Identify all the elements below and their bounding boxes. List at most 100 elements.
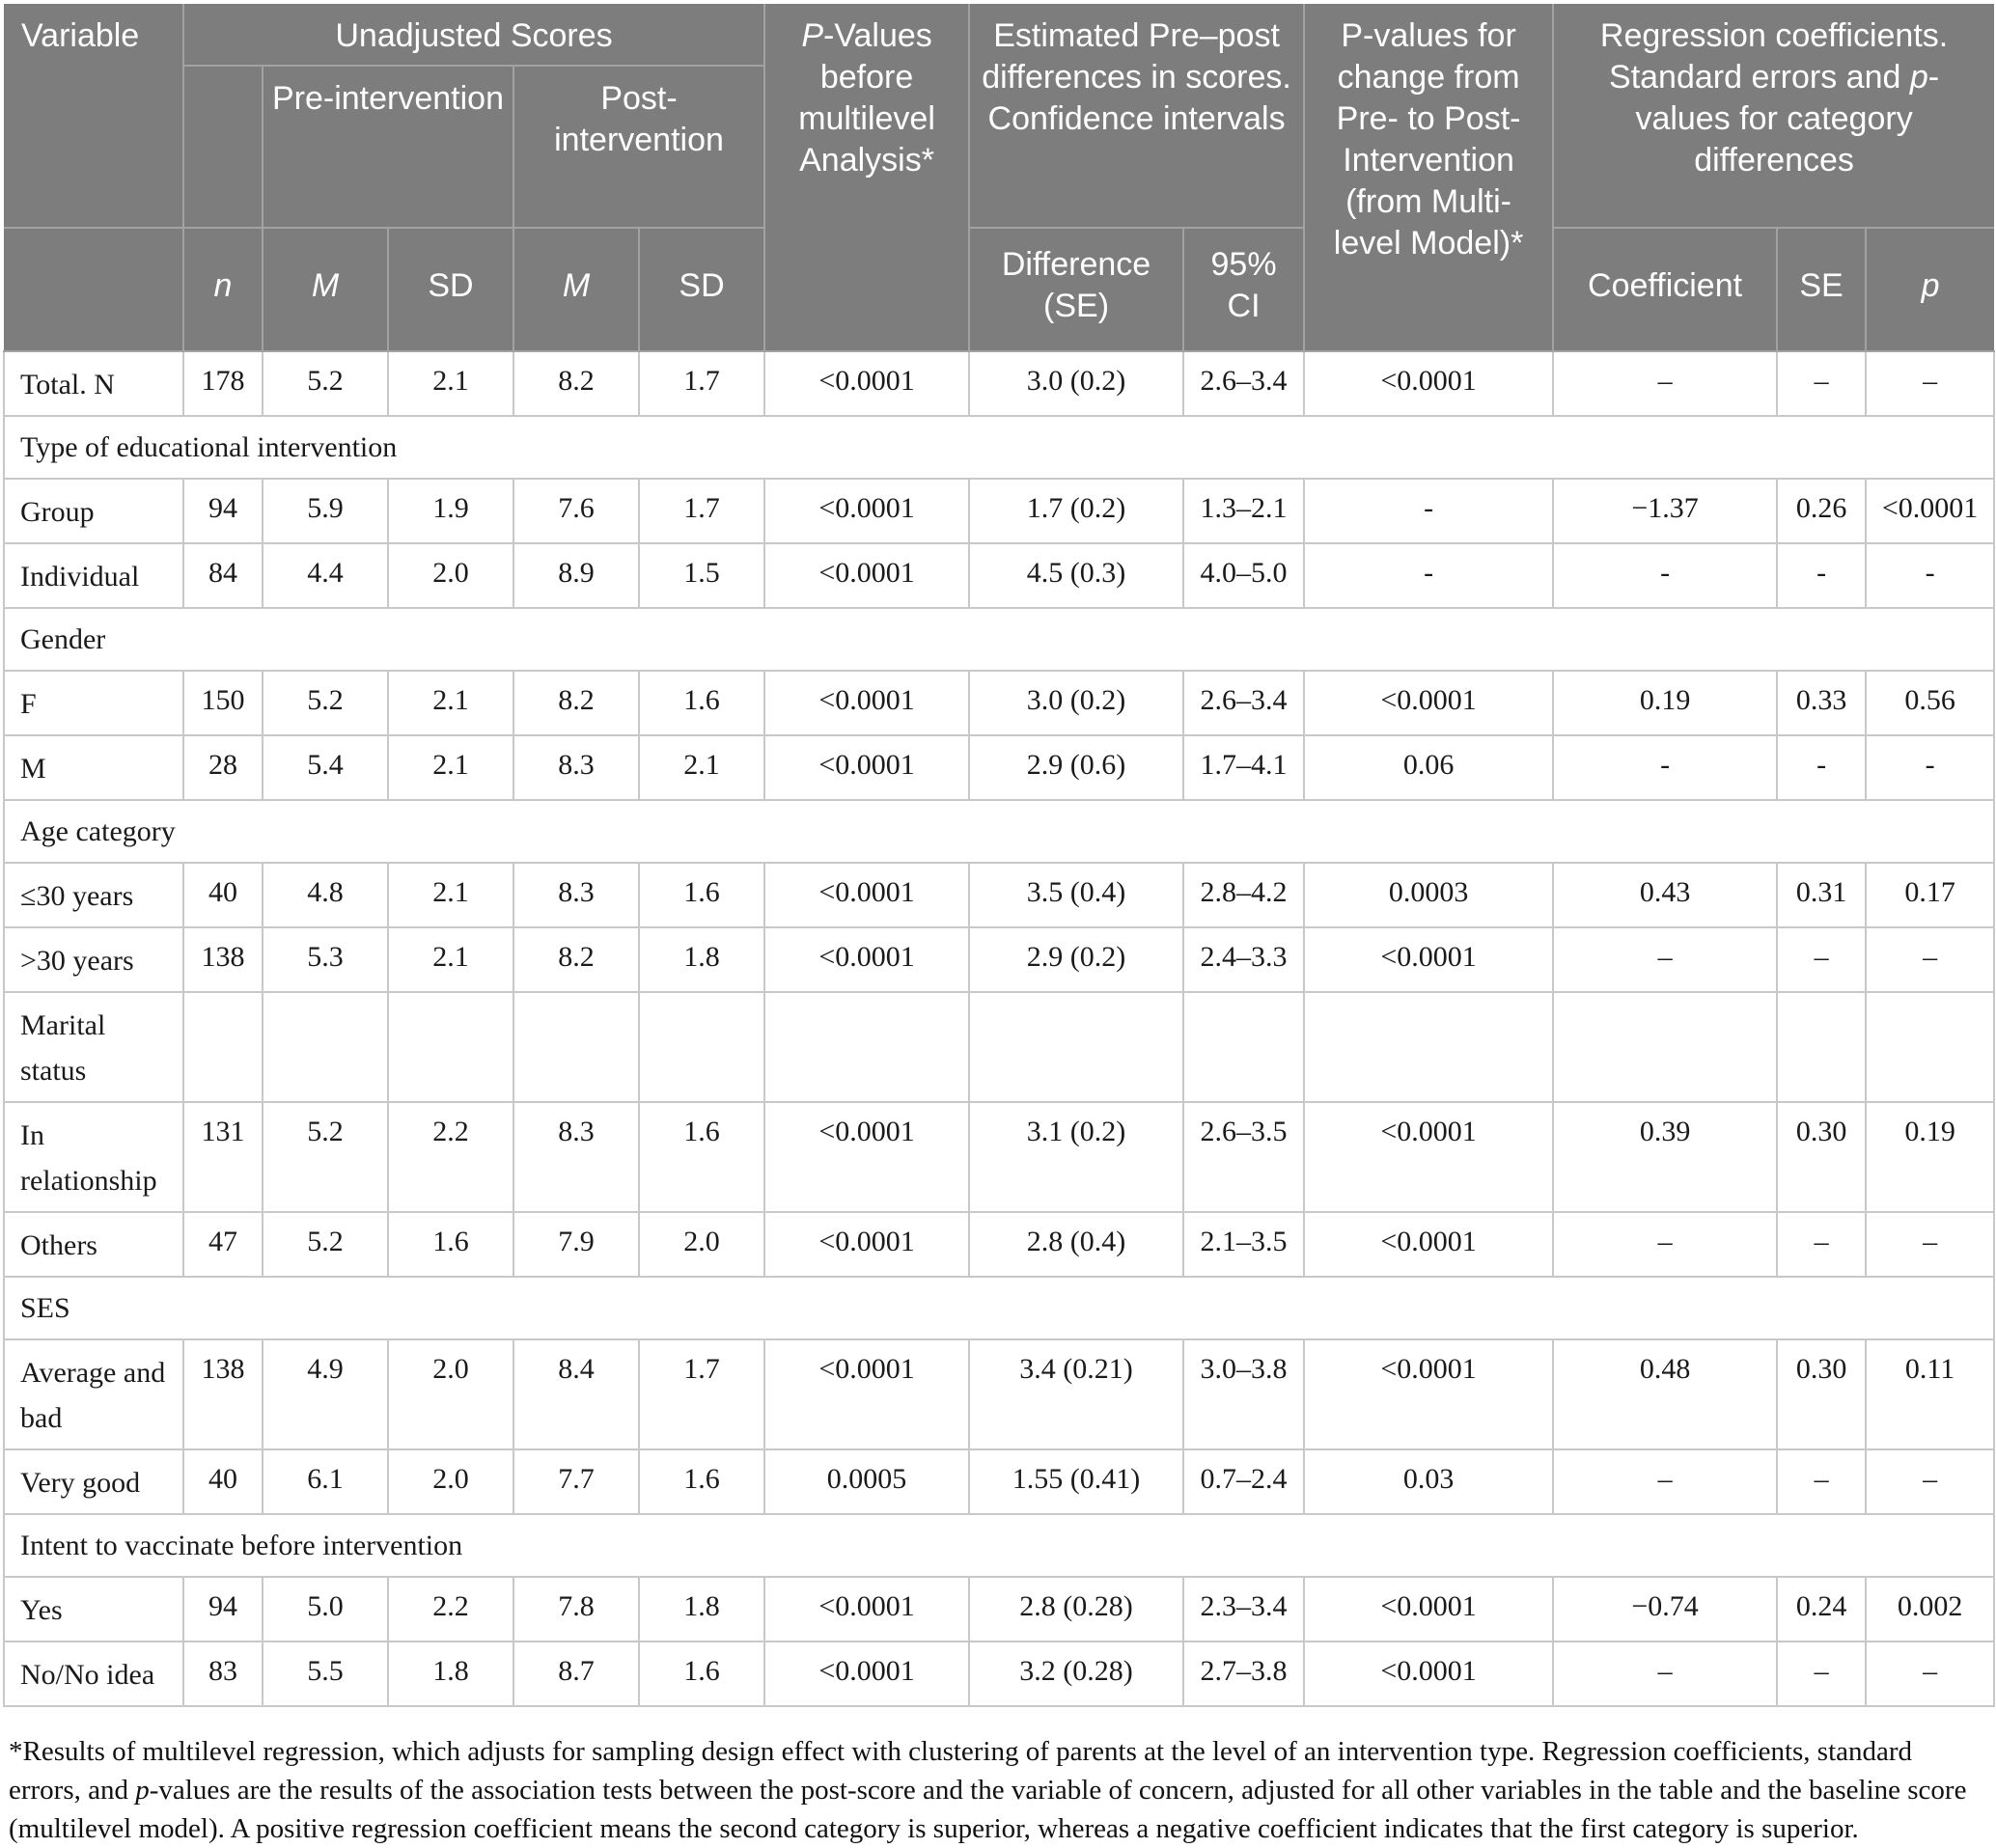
value-cell: 94 [182, 1576, 263, 1642]
value-cell: 2.1 [387, 734, 514, 801]
header-p-before-italic: P [801, 17, 823, 54]
value-cell: <0.0001 [763, 542, 971, 609]
value-cell: 40 [182, 862, 263, 928]
value-cell: <0.0001 [763, 670, 971, 736]
value-cell: - [1552, 734, 1779, 801]
value-cell: 2.9 (0.2) [968, 926, 1185, 993]
value-cell: <0.0001 [1303, 1338, 1555, 1450]
value-cell: 5.9 [262, 478, 389, 544]
header-n-spacer [182, 65, 263, 229]
value-cell: 1.8 [637, 926, 766, 993]
value-cell: 1.7–4.1 [1182, 734, 1306, 801]
value-cell: – [1776, 1448, 1868, 1515]
value-cell [1865, 991, 1996, 1103]
value-cell: <0.0001 [1865, 478, 1996, 544]
section-label: Age category [2, 799, 1996, 864]
footnote-p-italic: p [135, 1775, 150, 1806]
value-cell: 2.1 [387, 670, 514, 736]
value-cell: <0.0001 [763, 1211, 971, 1278]
header-post-intervention: Post-intervention [512, 65, 766, 229]
value-cell: 0.19 [1552, 670, 1779, 736]
row-label-cell: No/No idea [3, 1641, 184, 1707]
table-row: Very good 40 6.1 2.0 7.7 1.6 0.0005 1.55 (0.41)… [3, 1448, 1996, 1515]
value-cell: 47 [182, 1211, 263, 1278]
value-cell: 5.2 [262, 1101, 389, 1213]
value-cell: 5.0 [262, 1576, 389, 1642]
value-cell: 4.9 [262, 1338, 389, 1450]
value-cell: 7.8 [513, 1576, 640, 1642]
value-cell: 2.3–3.4 [1182, 1576, 1306, 1642]
value-cell: – [1865, 1641, 1996, 1707]
value-cell: – [1776, 1211, 1868, 1278]
value-cell: 5.5 [262, 1641, 389, 1707]
section-row: SES [2, 1276, 1996, 1340]
row-label-cell: In relationship [3, 1101, 184, 1213]
value-cell: - [1865, 542, 1996, 609]
header-se: SE [1776, 227, 1868, 352]
header-unadjusted-scores: Unadjusted Scores [181, 4, 766, 67]
value-cell: 4.5 (0.3) [968, 542, 1185, 609]
value-cell: 1.3–2.1 [1182, 478, 1306, 544]
value-cell: – [1552, 1641, 1779, 1707]
row-label-cell: Individual [3, 542, 184, 609]
value-cell: 3.0 (0.2) [968, 350, 1185, 417]
value-cell: 2.1 [387, 926, 514, 993]
value-cell: <0.0001 [763, 478, 971, 544]
value-cell: 2.6–3.4 [1182, 670, 1306, 736]
table-row: Marital status [3, 991, 1996, 1103]
value-cell: 83 [182, 1641, 263, 1707]
row-label-cell: Total. N [3, 350, 184, 417]
value-cell: 8.2 [513, 670, 640, 736]
value-cell: 0.31 [1776, 862, 1868, 928]
value-cell: – [1776, 1641, 1868, 1707]
value-cell: 8.3 [513, 734, 640, 801]
value-cell: 1.7 [637, 478, 766, 544]
header-variable: Variable [4, 4, 184, 229]
value-cell: – [1865, 926, 1996, 993]
header-coefficient: Coefficient [1552, 227, 1779, 352]
value-cell: – [1552, 926, 1779, 993]
header-n: n [182, 227, 263, 352]
value-cell: – [1865, 1211, 1996, 1278]
section-label: Gender [2, 607, 1996, 672]
value-cell: 5.4 [262, 734, 389, 801]
header-post-sd: SD [637, 227, 766, 352]
value-cell: 7.6 [513, 478, 640, 544]
table-row: F 150 5.2 2.1 8.2 1.6 <0.0001 3.0 (0.2) 2.6–3.4 <… [3, 670, 1996, 736]
value-cell: <0.0001 [1303, 1641, 1555, 1707]
value-cell: <0.0001 [763, 350, 971, 417]
row-label-cell: Others [3, 1211, 184, 1278]
value-cell: 5.2 [262, 350, 389, 417]
footnote: *Results of multilevel regression, which… [9, 1732, 1985, 1848]
table-header: Variable Unadjusted Scores P-Values befo… [4, 4, 1995, 352]
value-cell: 28 [182, 734, 263, 801]
value-cell: 0.30 [1776, 1338, 1868, 1450]
value-cell: 7.9 [513, 1211, 640, 1278]
value-cell: 2.8–4.2 [1182, 862, 1306, 928]
value-cell: 0.17 [1865, 862, 1996, 928]
value-cell: 8.2 [513, 350, 640, 417]
value-cell: 5.2 [262, 670, 389, 736]
value-cell: 5.2 [262, 1211, 389, 1278]
value-cell: 0.19 [1865, 1101, 1996, 1213]
value-cell: 1.7 [637, 350, 766, 417]
value-cell: - [1552, 542, 1779, 609]
table-row: No/No idea 83 5.5 1.8 8.7 1.6 <0.0001 3.2 (0.28… [3, 1641, 1996, 1707]
value-cell: 2.1 [387, 350, 514, 417]
value-cell [182, 991, 263, 1103]
value-cell: 131 [182, 1101, 263, 1213]
table-body: Total. N 178 5.2 2.1 8.2 1.7 <0.0001 3.0 (0.2) 2… [2, 350, 1996, 1707]
value-cell: 8.7 [513, 1641, 640, 1707]
value-cell: 1.6 [637, 1448, 766, 1515]
value-cell: 178 [182, 350, 263, 417]
value-cell: - [1303, 542, 1555, 609]
value-cell: – [1552, 1211, 1779, 1278]
value-cell: 2.1–3.5 [1182, 1211, 1306, 1278]
header-post-m: M [513, 227, 640, 352]
value-cell: 8.9 [513, 542, 640, 609]
value-cell: 1.8 [387, 1641, 514, 1707]
value-cell [513, 991, 640, 1103]
value-cell: 1.9 [387, 478, 514, 544]
value-cell: <0.0001 [763, 1101, 971, 1213]
